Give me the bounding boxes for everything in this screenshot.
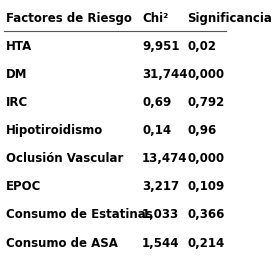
Text: DM: DM — [6, 68, 27, 81]
Text: 0,02: 0,02 — [187, 40, 216, 53]
Text: Consumo de Estatinas: Consumo de Estatinas — [6, 208, 153, 221]
Text: 13,474: 13,474 — [142, 152, 187, 165]
Text: HTA: HTA — [6, 40, 32, 53]
Text: Oclusión Vascular: Oclusión Vascular — [6, 152, 123, 165]
Text: 0,109: 0,109 — [187, 180, 225, 193]
Text: 1,544: 1,544 — [142, 237, 179, 249]
Text: 0,366: 0,366 — [187, 208, 225, 221]
Text: Significancia: Significancia — [187, 12, 272, 25]
Text: 31,744: 31,744 — [142, 68, 187, 81]
Text: 0,69: 0,69 — [142, 96, 171, 109]
Text: Hipotiroidismo: Hipotiroidismo — [6, 124, 103, 137]
Text: 3,217: 3,217 — [142, 180, 179, 193]
Text: 1,033: 1,033 — [142, 208, 179, 221]
Text: 9,951: 9,951 — [142, 40, 179, 53]
Text: Chi²: Chi² — [142, 12, 168, 25]
Text: Consumo de ASA: Consumo de ASA — [6, 237, 118, 249]
Text: EPOC: EPOC — [6, 180, 41, 193]
Text: 0,214: 0,214 — [187, 237, 225, 249]
Text: IRC: IRC — [6, 96, 28, 109]
Text: 0,000: 0,000 — [187, 152, 225, 165]
Text: 0,96: 0,96 — [187, 124, 217, 137]
Text: Factores de Riesgo: Factores de Riesgo — [6, 12, 132, 25]
Text: 0,14: 0,14 — [142, 124, 171, 137]
Text: 0,000: 0,000 — [187, 68, 225, 81]
Text: 0,792: 0,792 — [187, 96, 225, 109]
